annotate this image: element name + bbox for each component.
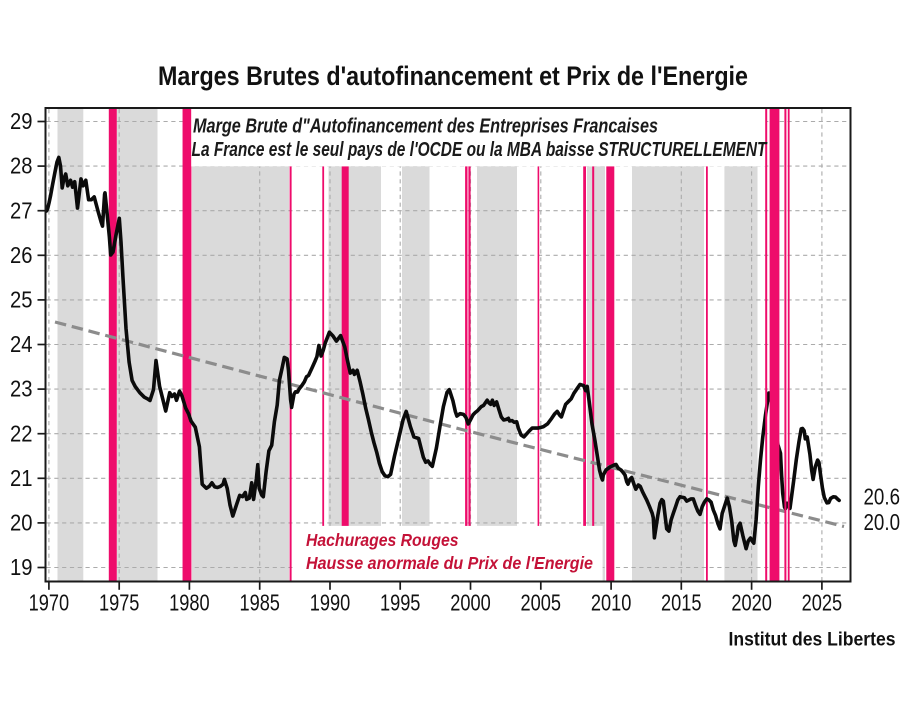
- svg-text:20.6: 20.6: [864, 484, 901, 510]
- svg-text:2000: 2000: [450, 590, 491, 616]
- svg-text:1970: 1970: [29, 590, 70, 616]
- svg-text:21: 21: [10, 465, 33, 491]
- svg-text:1995: 1995: [380, 590, 421, 616]
- svg-text:24: 24: [10, 331, 33, 357]
- svg-text:Institut des Libertes: Institut des Libertes: [729, 629, 896, 650]
- svg-text:29: 29: [10, 108, 33, 134]
- svg-text:Hausse anormale du Prix de l'E: Hausse anormale du Prix de l'Energie: [306, 553, 593, 573]
- svg-text:Marges Brutes d'autofinancemen: Marges Brutes d'autofinancement et Prix …: [158, 61, 748, 91]
- svg-text:25: 25: [10, 287, 33, 313]
- svg-text:2010: 2010: [591, 590, 632, 616]
- svg-text:20: 20: [10, 510, 33, 536]
- svg-text:2025: 2025: [802, 590, 843, 616]
- svg-text:23: 23: [10, 376, 33, 402]
- svg-text:La France est le seul pays de: La France est le seul pays de l'OCDE ou …: [192, 139, 768, 161]
- svg-text:2005: 2005: [521, 590, 562, 616]
- svg-text:20.0: 20.0: [864, 509, 901, 535]
- svg-text:1975: 1975: [99, 590, 140, 616]
- svg-text:1990: 1990: [310, 590, 351, 616]
- svg-text:2020: 2020: [731, 590, 772, 616]
- svg-text:1980: 1980: [169, 590, 210, 616]
- svg-text:2015: 2015: [661, 590, 702, 616]
- svg-text:27: 27: [10, 197, 33, 223]
- svg-text:Marge Brute d"Autofinancement: Marge Brute d"Autofinancement des Entrep…: [193, 115, 658, 137]
- svg-text:1985: 1985: [239, 590, 280, 616]
- svg-text:28: 28: [10, 153, 33, 179]
- svg-text:22: 22: [10, 420, 33, 446]
- svg-text:19: 19: [10, 554, 33, 580]
- svg-text:Hachurages Rouges: Hachurages Rouges: [306, 530, 459, 550]
- svg-text:26: 26: [10, 242, 33, 268]
